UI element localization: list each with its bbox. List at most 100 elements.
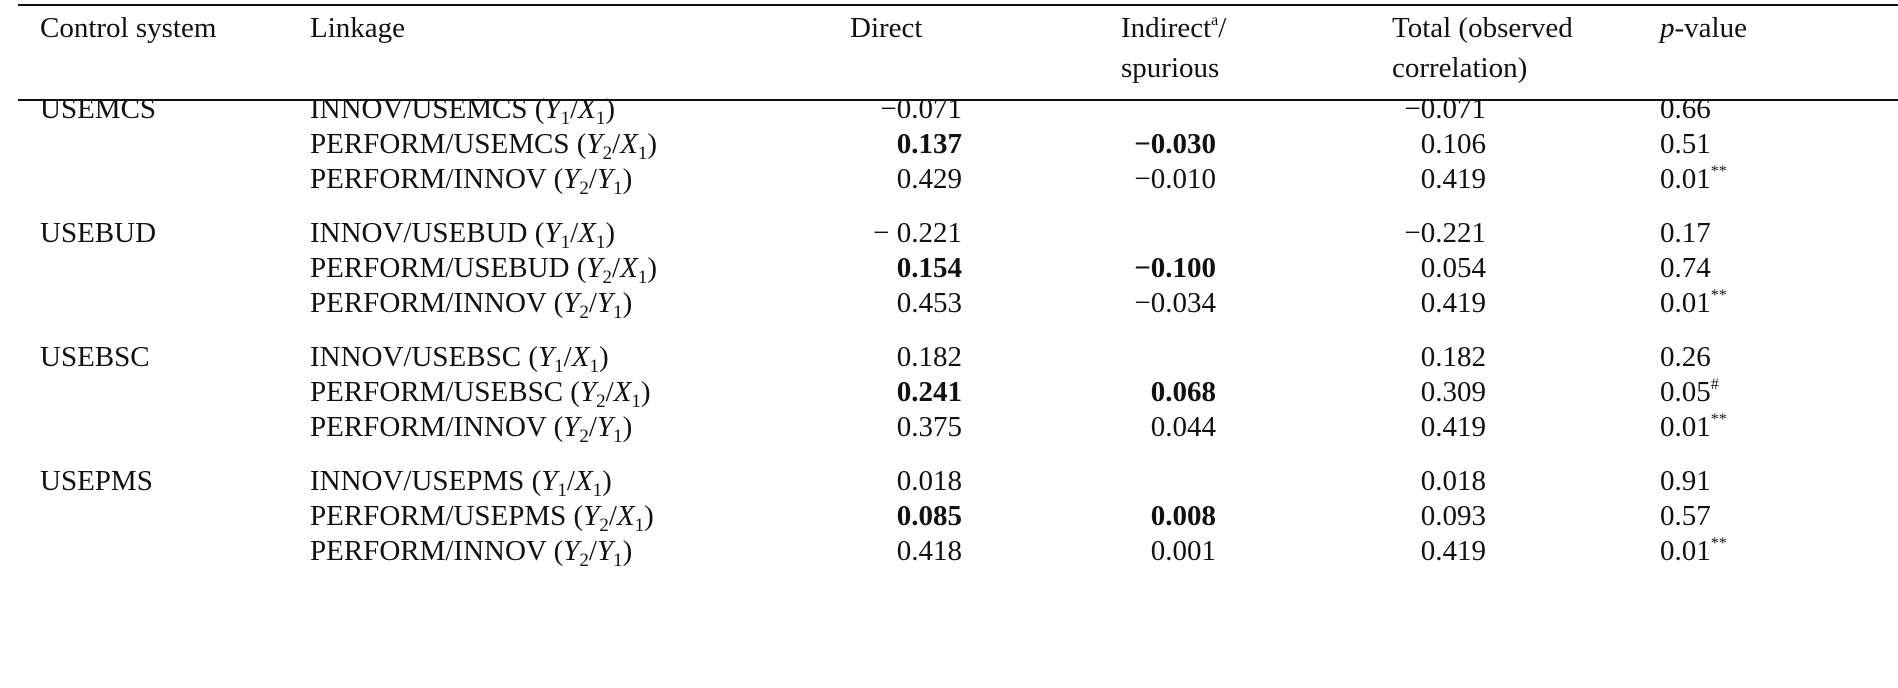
indirect-effect-cell: −0.034 (1134, 287, 1216, 319)
direct-effect-cell: − 0.221 (873, 217, 962, 249)
linkage-y-sub: 2 (596, 391, 606, 412)
linkage-y-var: Y (583, 500, 600, 532)
linkage-y-var: Y (563, 287, 580, 319)
linkage-y-var: Y (563, 163, 580, 195)
control-system-label: USEPMS (40, 465, 153, 497)
direct-effect-cell: −0.071 (880, 93, 962, 125)
p-value-significance-mark: # (1710, 376, 1719, 393)
total-correlation-cell: 0.419 (1420, 163, 1486, 195)
linkage-cell: PERFORM/INNOV (Y2/Y1) (310, 535, 633, 571)
linkage-x-var: Y (596, 163, 614, 195)
direct-effect-cell: 0.085 (896, 500, 962, 532)
linkage-y-sub: 2 (599, 515, 609, 536)
total-correlation-cell: 0.419 (1420, 535, 1486, 567)
linkage-text: PERFORM/USEBSC (310, 376, 564, 408)
total-correlation-cell: 0.093 (1420, 500, 1486, 532)
direct-effect-cell: 0.375 (896, 411, 962, 443)
p-value-cell: 0.91 (1660, 463, 1711, 499)
header-total-line2: correlation) (1392, 52, 1528, 84)
direct-effect-cell: 0.418 (896, 535, 962, 567)
p-value-cell: 0.66 (1660, 91, 1711, 127)
linkage-text: PERFORM/USEBUD (310, 252, 570, 284)
linkage-text: PERFORM/INNOV (310, 163, 547, 195)
linkage-cell: PERFORM/USEPMS (Y2/X1) (310, 500, 654, 536)
total-correlation-cell: −0.071 (1404, 93, 1486, 125)
indirect-effect-cell: 0.068 (1150, 376, 1216, 408)
p-value-text: 0.74 (1660, 252, 1711, 284)
linkage-cell: PERFORM/INNOV (Y2/Y1) (310, 287, 633, 323)
linkage-y-var: Y (541, 465, 558, 497)
linkage-cell: PERFORM/INNOV (Y2/Y1) (310, 163, 633, 199)
linkage-text: PERFORM/USEPMS (310, 500, 567, 532)
indirect-effect-cell: 0.044 (1150, 411, 1216, 443)
p-value-text: 0.17 (1660, 217, 1711, 249)
p-value-cell: 0.01** (1660, 161, 1727, 197)
direct-effect-cell: 0.137 (896, 128, 962, 160)
header-control-system: Control system (40, 12, 217, 44)
indirect-effect-cell: 0.001 (1150, 535, 1216, 567)
linkage-y-var: Y (586, 128, 603, 160)
direct-effect-cell: 0.241 (896, 376, 962, 408)
linkage-x-var: X (574, 465, 593, 497)
linkage-x-sub: 1 (613, 178, 623, 199)
linkage-cell: PERFORM/USEBSC (Y2/X1) (310, 376, 651, 412)
header-direct: Direct (850, 12, 923, 44)
linkage-y-var: Y (563, 411, 580, 443)
linkage-cell: PERFORM/INNOV (Y2/Y1) (310, 411, 633, 447)
total-correlation-cell: 0.309 (1420, 376, 1486, 408)
linkage-x-var: Y (596, 411, 614, 443)
p-value-significance-mark: ** (1710, 411, 1727, 428)
linkage-text: INNOV/USEMCS (310, 93, 528, 125)
top-rule (18, 4, 1898, 6)
linkage-cell: PERFORM/USEBUD (Y2/X1) (310, 252, 657, 288)
linkage-x-sub: 1 (595, 108, 606, 129)
linkage-x-var: Y (596, 287, 614, 319)
p-value-significance-mark: ** (1710, 287, 1727, 304)
p-value-text: 0.51 (1660, 128, 1711, 160)
linkage-text: INNOV/USEBSC (310, 341, 522, 373)
linkage-cell: INNOV/USEBUD (Y1/X1) (310, 217, 616, 253)
total-correlation-cell: −0.221 (1404, 217, 1486, 249)
header-indirect-slash: / (1218, 12, 1227, 44)
p-value-cell: 0.01** (1660, 409, 1727, 445)
p-value-cell: 0.05# (1660, 374, 1719, 410)
linkage-y-var: Y (538, 341, 555, 373)
linkage-x-var: X (613, 376, 632, 408)
linkage-text: PERFORM/INNOV (310, 287, 547, 319)
p-value-cell: 0.01** (1660, 533, 1727, 569)
direct-effect-cell: 0.154 (896, 252, 962, 284)
p-value-significance-mark: ** (1710, 163, 1727, 180)
indirect-effect-cell: −0.100 (1134, 252, 1216, 284)
linkage-y-sub: 2 (602, 143, 613, 164)
linkage-x-var: Y (596, 535, 614, 567)
p-value-text: 0.01 (1660, 163, 1711, 195)
linkage-y-sub: 2 (602, 267, 613, 288)
p-value-text: 0.01 (1660, 535, 1711, 567)
linkage-y-var: Y (544, 93, 561, 125)
header-total-line1: Total (observed (1392, 12, 1573, 44)
p-value-text: 0.05 (1660, 376, 1711, 408)
direct-effect-cell: 0.453 (896, 287, 962, 319)
total-correlation-cell: 0.054 (1420, 252, 1486, 284)
control-system-label: USEMCS (40, 93, 157, 125)
header-p-value: p-value (1660, 10, 1747, 46)
linkage-text: INNOV/USEBUD (310, 217, 528, 249)
indirect-effect-cell: 0.008 (1150, 500, 1216, 532)
p-value-text: 0.57 (1660, 500, 1711, 532)
control-system-label: USEBSC (40, 341, 150, 373)
linkage-x-sub: 1 (634, 515, 645, 536)
header-indirect-line2: spurious (1121, 52, 1220, 84)
linkage-y-sub: 2 (579, 550, 589, 571)
linkage-cell: INNOV/USEMCS (Y1/X1) (310, 93, 616, 129)
header-linkage: Linkage (310, 12, 406, 44)
control-system-label: USEBUD (40, 217, 157, 249)
header-p-italic: p (1660, 12, 1675, 44)
linkage-x-sub: 1 (613, 426, 623, 447)
linkage-x-var: X (578, 217, 596, 249)
linkage-text: PERFORM/INNOV (310, 535, 547, 567)
linkage-x-sub: 1 (592, 480, 603, 501)
header-indirect: Indirecta/ (1121, 10, 1226, 46)
linkage-cell: INNOV/USEBSC (Y1/X1) (310, 341, 609, 377)
linkage-x-sub: 1 (589, 356, 599, 377)
linkage-x-var: X (571, 341, 590, 373)
